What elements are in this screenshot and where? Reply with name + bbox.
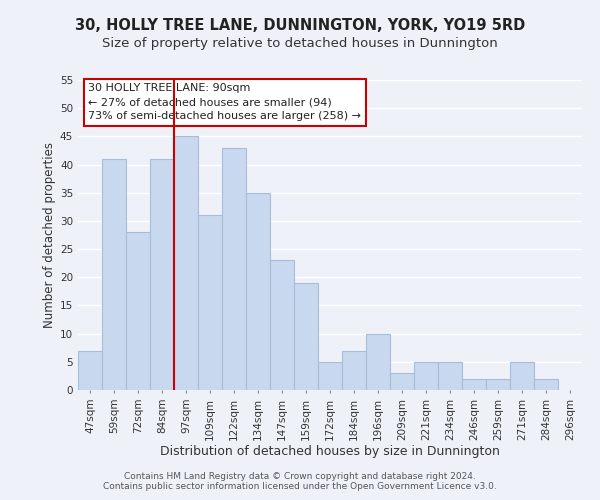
Bar [198,216,222,390]
Bar [534,378,558,390]
Bar [510,362,534,390]
Y-axis label: Number of detached properties: Number of detached properties [43,142,56,328]
X-axis label: Distribution of detached houses by size in Dunnington: Distribution of detached houses by size … [160,446,500,458]
Text: 30, HOLLY TREE LANE, DUNNINGTON, YORK, YO19 5RD: 30, HOLLY TREE LANE, DUNNINGTON, YORK, Y… [75,18,525,32]
Bar [414,362,438,390]
Bar [294,283,318,390]
Bar [342,350,366,390]
Bar [102,159,126,390]
Text: Size of property relative to detached houses in Dunnington: Size of property relative to detached ho… [102,38,498,51]
Bar [366,334,390,390]
Bar [390,373,414,390]
Bar [270,260,294,390]
Bar [486,378,510,390]
Text: Contains HM Land Registry data © Crown copyright and database right 2024.: Contains HM Land Registry data © Crown c… [124,472,476,481]
Bar [150,159,174,390]
Bar [246,192,270,390]
Text: Contains public sector information licensed under the Open Government Licence v3: Contains public sector information licen… [103,482,497,491]
Bar [438,362,462,390]
Bar [78,350,102,390]
Bar [318,362,342,390]
Bar [462,378,486,390]
Bar [126,232,150,390]
Bar [174,136,198,390]
Bar [222,148,246,390]
Text: 30 HOLLY TREE LANE: 90sqm
← 27% of detached houses are smaller (94)
73% of semi-: 30 HOLLY TREE LANE: 90sqm ← 27% of detac… [88,83,361,121]
